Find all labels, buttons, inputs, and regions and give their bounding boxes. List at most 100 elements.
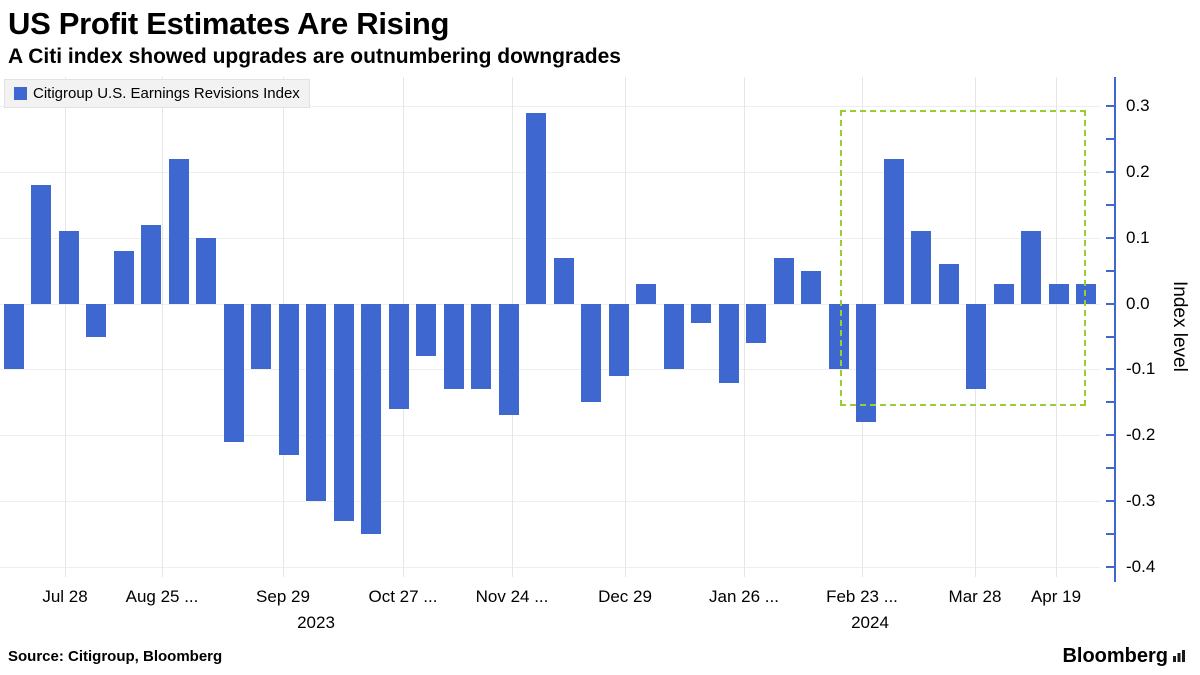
bar (636, 283, 657, 304)
bar (361, 303, 382, 534)
y-axis-tick (1106, 302, 1114, 305)
x-tick-label: Feb 23 ... (826, 586, 898, 606)
bar (471, 303, 492, 390)
y-axis-tick (1106, 368, 1114, 371)
legend: Citigroup U.S. Earnings Revisions Index (4, 78, 310, 108)
y-axis-tick (1106, 467, 1114, 470)
grid-line-horizontal (0, 237, 1100, 239)
bar (691, 303, 712, 324)
y-tick-label: 0.2 (1126, 162, 1150, 182)
bar (663, 303, 684, 370)
bar (3, 303, 24, 370)
bar (388, 303, 409, 409)
bar (86, 303, 107, 337)
year-label: 2023 (297, 612, 335, 632)
grid-line-vertical (744, 76, 745, 577)
bar (553, 257, 574, 304)
y-tick-label: 0.0 (1126, 293, 1150, 313)
y-axis-tick (1106, 105, 1114, 108)
y-axis-title-text: Index level (1169, 281, 1190, 373)
grid-line-horizontal (0, 172, 1100, 174)
bar (141, 224, 162, 304)
y-axis-tick (1106, 401, 1114, 404)
y-axis-tick (1106, 335, 1114, 338)
bar (993, 283, 1014, 304)
y-axis-tick (1106, 434, 1114, 437)
x-tick-label: Jul 28 (42, 586, 88, 606)
page-subtitle: A Citi index showed upgrades are outnumb… (8, 44, 621, 68)
bar (113, 250, 134, 304)
grid-line-horizontal (0, 369, 1100, 371)
legend-marker-icon (14, 86, 27, 100)
bar (801, 270, 822, 304)
grid-line-horizontal (0, 303, 1100, 305)
legend-label: Citigroup U.S. Earnings Revisions Index (33, 84, 300, 102)
bar (223, 303, 244, 442)
bar (196, 237, 217, 304)
bar (938, 264, 959, 304)
grid-line-vertical (162, 76, 163, 577)
chart: Citigroup U.S. Earnings Revisions Index … (0, 76, 1200, 643)
y-tick-label: 0.3 (1126, 96, 1150, 116)
y-tick-label: 0.1 (1126, 227, 1150, 247)
bar (278, 303, 299, 455)
year-label: 2024 (851, 612, 889, 632)
bar (966, 303, 987, 390)
y-tick-label: -0.4 (1126, 556, 1156, 576)
x-tick-label: Mar 28 (948, 586, 1002, 606)
x-tick-label: Jan 26 ... (709, 586, 779, 606)
y-axis-tick (1106, 499, 1114, 502)
bar (416, 303, 437, 357)
x-tick-label: Apr 19 (1030, 586, 1082, 606)
bar (718, 303, 739, 383)
bar (1076, 283, 1097, 304)
bar (828, 303, 849, 370)
bloomberg-logo-text: Bloomberg (1062, 644, 1168, 667)
grid-line-horizontal (0, 566, 1100, 568)
y-tick-label: -0.2 (1126, 425, 1156, 445)
bar (746, 303, 767, 344)
bar (443, 303, 464, 390)
bar (581, 303, 602, 403)
x-tick-label: Oct 27 ... (368, 586, 438, 606)
bar (911, 231, 932, 304)
bar (31, 185, 52, 304)
footer: Source: Citigroup, Bloomberg Bloomberg (0, 643, 1200, 668)
y-tick-label: -0.1 (1126, 359, 1156, 379)
x-tick-label: Sep 29 (256, 586, 310, 606)
grid-line-horizontal (0, 500, 1100, 502)
y-axis-tick (1106, 532, 1114, 535)
bar (856, 303, 877, 423)
y-axis-tick (1106, 138, 1114, 141)
x-tick-label: Nov 24 ... (475, 586, 549, 606)
bar (526, 112, 547, 304)
bar (333, 303, 354, 521)
y-axis-tick (1106, 269, 1114, 272)
bloomberg-logo: Bloomberg (1062, 645, 1186, 668)
header: US Profit Estimates Are Rising A Citi in… (0, 0, 1200, 69)
bar (1048, 283, 1069, 304)
y-axis-tick (1106, 171, 1114, 174)
bloomberg-chart-icon (1173, 650, 1185, 663)
grid-line-vertical (65, 76, 66, 577)
page-title: US Profit Estimates Are Rising (8, 6, 450, 41)
bar (1021, 231, 1042, 304)
bar (251, 303, 272, 370)
highlight-region (840, 109, 1086, 406)
bar (773, 257, 794, 304)
grid-line-horizontal (0, 106, 1100, 108)
grid-line-horizontal (0, 435, 1100, 437)
y-tick-label: -0.3 (1126, 490, 1156, 510)
bar (58, 231, 79, 304)
y-axis-tick (1106, 236, 1114, 239)
bar (306, 303, 327, 501)
y-axis-tick (1106, 565, 1114, 568)
plot-area (0, 76, 1100, 577)
y-axis-tick (1106, 203, 1114, 206)
bar (608, 303, 629, 376)
source-note: Source: Citigroup, Bloomberg (8, 647, 223, 665)
y-axis-line (1114, 76, 1116, 582)
x-tick-label: Dec 29 (598, 586, 652, 606)
bar (498, 303, 519, 416)
grid-line-vertical (1056, 76, 1057, 577)
